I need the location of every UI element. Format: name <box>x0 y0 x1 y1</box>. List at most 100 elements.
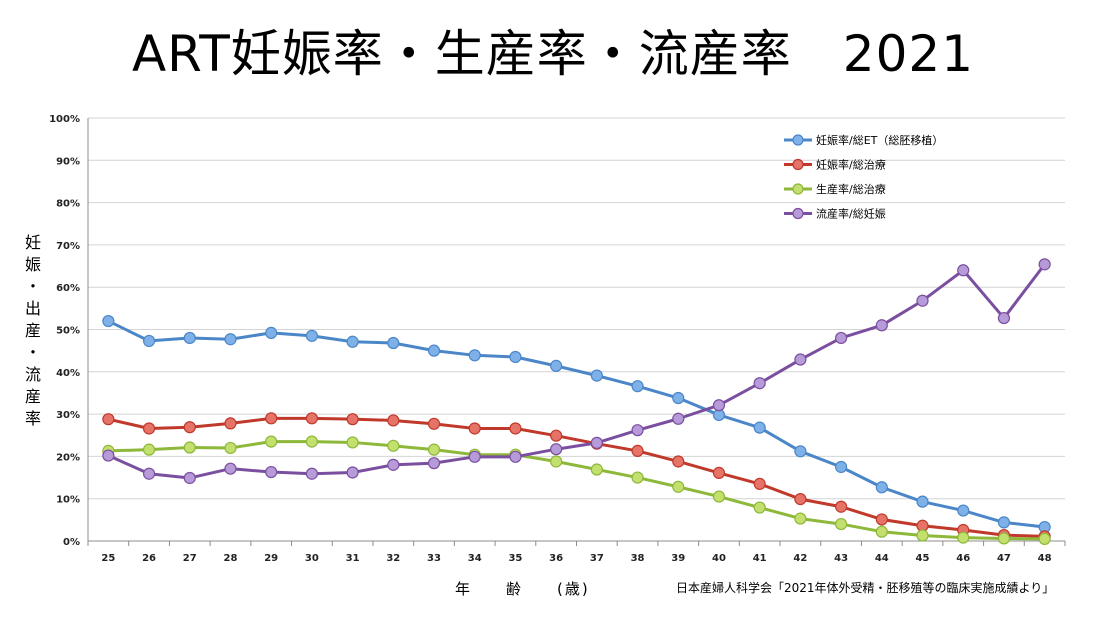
data-point <box>997 516 1011 529</box>
series-line <box>108 440 1045 541</box>
y-tick-label: 80% <box>56 199 80 210</box>
data-point <box>957 264 970 277</box>
x-tick-label: 44 <box>875 553 889 564</box>
data-point <box>265 326 278 339</box>
x-tick-label: 41 <box>753 553 767 564</box>
data-point <box>142 422 156 435</box>
data-point <box>631 424 644 437</box>
legend-marker <box>792 134 804 146</box>
x-tick-label: 40 <box>712 553 726 564</box>
series-line <box>107 263 1046 480</box>
data-point <box>550 443 563 456</box>
legend-entry: 生産率/総治療 <box>816 182 886 196</box>
data-point <box>590 463 603 476</box>
data-point <box>183 471 196 485</box>
y-tick-label: 70% <box>56 241 80 252</box>
data-point <box>346 466 359 479</box>
y-tick-label: 100% <box>49 114 80 125</box>
y-axis-label-char: 妊 <box>24 233 41 252</box>
data-point <box>794 353 807 366</box>
data-point <box>509 450 522 463</box>
source-note: 日本産婦人科学会「2021年体外受精・胚移殖等の臨床実施成績より」 <box>676 581 1055 595</box>
data-point <box>712 399 726 412</box>
x-tick-label: 31 <box>346 553 360 564</box>
data-point <box>468 422 481 435</box>
data-point <box>794 493 807 506</box>
data-point <box>346 335 359 348</box>
data-point <box>875 513 888 526</box>
data-point <box>142 443 156 456</box>
y-tick-label: 20% <box>56 452 80 463</box>
y-axis-label-char: 出 <box>24 299 41 318</box>
y-axis-label-char: ・ <box>24 343 41 362</box>
data-point <box>183 331 196 345</box>
data-point <box>835 331 848 345</box>
x-tick-label: 43 <box>834 553 848 564</box>
legend-marker <box>792 183 804 195</box>
x-tick-label: 39 <box>671 553 685 564</box>
data-point <box>468 450 481 463</box>
data-point <box>305 329 318 342</box>
data-point <box>875 525 888 538</box>
data-point <box>835 500 848 513</box>
legend-entry: 流産率/総妊娠 <box>816 207 886 221</box>
data-point <box>427 457 441 470</box>
x-tick-label: 38 <box>631 553 645 564</box>
x-tick-label: 33 <box>427 553 441 564</box>
data-point <box>183 441 196 454</box>
data-point <box>224 462 237 475</box>
data-point <box>875 481 888 494</box>
legend-marker <box>792 158 804 171</box>
data-point <box>427 344 441 357</box>
data-point <box>753 477 766 490</box>
data-point <box>387 336 400 350</box>
y-axis-label-char: 流 <box>24 365 41 384</box>
data-point <box>916 495 929 508</box>
y-tick-label: 50% <box>56 326 80 337</box>
data-point <box>631 444 644 458</box>
data-point <box>672 391 685 405</box>
data-point <box>997 311 1011 325</box>
data-point <box>305 412 318 425</box>
x-tick-label: 37 <box>590 553 604 564</box>
data-point <box>427 417 441 430</box>
y-tick-label: 30% <box>56 410 80 421</box>
data-point <box>1038 532 1051 545</box>
x-tick-label: 32 <box>386 553 400 564</box>
data-point <box>509 350 522 364</box>
data-point <box>102 314 115 328</box>
x-tick-label: 30 <box>305 553 319 564</box>
data-point <box>997 532 1011 545</box>
data-point <box>631 380 644 393</box>
data-point <box>305 467 318 480</box>
data-point <box>265 435 278 448</box>
legend-entry: 妊娠率/総ET（総胚移植） <box>816 133 943 147</box>
data-point <box>712 490 726 503</box>
y-axis-label: 妊娠・出産・流産率 <box>18 232 48 430</box>
data-point <box>427 443 441 456</box>
data-point <box>835 517 848 531</box>
data-point <box>550 359 563 372</box>
data-point <box>346 436 359 449</box>
data-point <box>590 436 603 449</box>
data-point <box>346 413 359 426</box>
data-point <box>753 501 766 514</box>
data-point <box>835 460 848 474</box>
x-tick-label: 25 <box>101 553 115 564</box>
y-axis-label-char: 娠 <box>24 255 41 274</box>
data-point <box>183 421 196 434</box>
data-point <box>224 417 237 430</box>
data-point <box>387 414 400 427</box>
data-point <box>142 467 156 480</box>
data-point <box>794 512 807 525</box>
y-tick-label: 10% <box>56 495 80 506</box>
data-point <box>794 445 807 458</box>
data-point <box>753 421 766 434</box>
data-point <box>468 349 481 362</box>
data-point <box>265 465 278 479</box>
data-point <box>672 480 685 493</box>
y-axis-label-char: 産 <box>24 321 41 340</box>
data-point <box>753 377 766 390</box>
x-tick-label: 27 <box>183 553 197 564</box>
